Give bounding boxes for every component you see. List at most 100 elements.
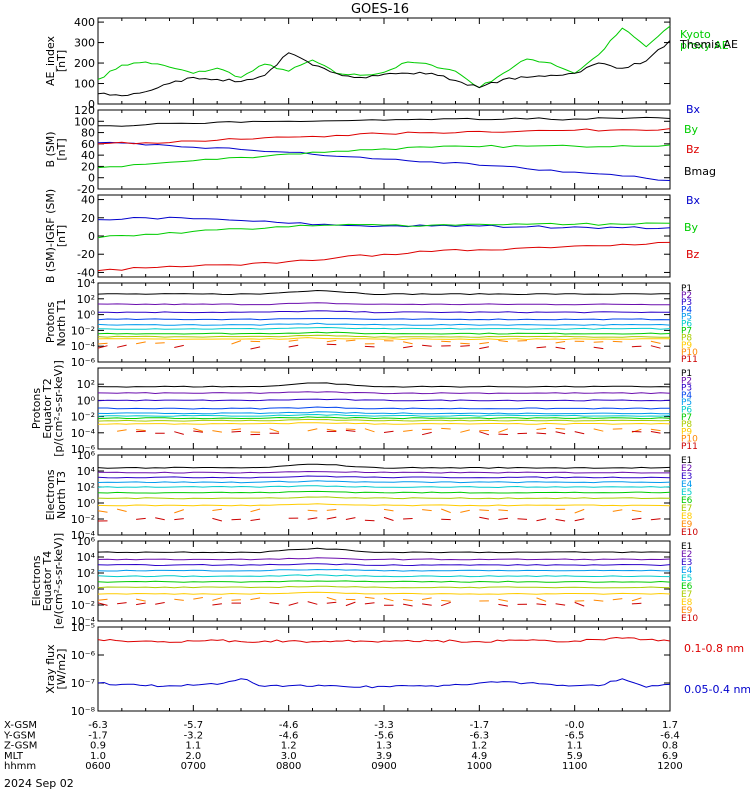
y-tick-label: 10⁻⁴	[71, 615, 96, 628]
legend-label: E7	[681, 504, 692, 514]
ephemeris-value: -0.0	[565, 720, 585, 731]
ephemeris-value: 2.0	[185, 751, 201, 762]
series-segment	[326, 601, 337, 604]
series-segment	[536, 597, 547, 602]
ephemeris-value: 1.0	[90, 751, 106, 762]
series-segment	[403, 345, 413, 349]
series-segment	[422, 509, 432, 512]
series-segment	[574, 518, 585, 522]
series-segment	[212, 597, 223, 601]
y-axis-label: Xray flux[W/m2]	[44, 644, 68, 694]
series-segment	[498, 598, 508, 602]
y-tick-label: 10⁻²	[71, 513, 95, 526]
series-segment	[631, 345, 642, 348]
series-segment	[403, 429, 413, 432]
legend-label: E4	[681, 566, 693, 576]
series-segment	[364, 428, 375, 433]
legend-label: P1	[681, 369, 692, 379]
ephemeris-value: 5.9	[567, 751, 583, 762]
y-axis-label: ProtonsNorth T1	[44, 299, 68, 347]
series-segment	[155, 602, 165, 605]
y-tick-label: 100	[74, 115, 95, 128]
series-segment	[212, 508, 222, 511]
series-segment	[479, 509, 489, 511]
y-tick-label: 10⁻⁴	[71, 529, 96, 542]
series-segment	[422, 344, 432, 347]
series-line	[97, 334, 670, 338]
series-line	[97, 678, 671, 689]
ephemeris-value: -6.3	[470, 730, 490, 741]
y-tick-label: 10⁴	[77, 277, 96, 290]
legend-label: Kyoto proxy AE	[680, 28, 729, 52]
ephemeris-value: 4.9	[471, 751, 487, 762]
series-line	[97, 480, 671, 484]
series-segment	[174, 509, 184, 514]
legend-label: P3	[681, 384, 692, 394]
series-segment	[307, 517, 318, 520]
y-tick-label: 10⁻⁶	[71, 649, 96, 662]
y-tick-label: 10⁰	[77, 309, 96, 322]
series-segment	[479, 346, 489, 350]
series-segment	[422, 603, 432, 606]
series-segment	[479, 431, 490, 436]
legend-label: P4	[681, 305, 692, 315]
ephemeris-row-label: hhmm	[4, 761, 36, 772]
series-segment	[612, 340, 623, 343]
series-segment	[479, 342, 489, 345]
series-segment	[421, 431, 432, 436]
series-line	[97, 289, 671, 296]
series-segment	[345, 601, 356, 607]
ephemeris-row-label: Y-GSM	[3, 730, 36, 741]
series-line	[97, 331, 671, 335]
series-line	[97, 216, 671, 230]
legend-label: P8	[681, 420, 692, 430]
series-segment	[460, 429, 470, 433]
series-segment	[441, 427, 451, 430]
ephemeris-value: 1200	[657, 761, 682, 772]
series-segment	[97, 342, 108, 345]
series-segment	[536, 432, 547, 435]
y-tick-label: -20	[77, 248, 95, 261]
legend-label: P6	[681, 320, 692, 330]
y-tick-label: 10⁰	[77, 497, 96, 510]
series-segment	[193, 428, 204, 432]
series-segment	[135, 598, 146, 602]
series-line	[97, 128, 671, 145]
series-segment	[536, 346, 547, 349]
series-line	[97, 413, 671, 417]
y-tick-label: 300	[74, 37, 95, 50]
series-line	[97, 470, 670, 474]
panel-1: 0 100 200 300 400 AE_index[nT] Kyoto proxy AETh…	[44, 16, 738, 111]
series-segment	[97, 598, 108, 601]
series-segment	[231, 599, 242, 601]
legend-label: E6	[681, 582, 693, 592]
series-line	[98, 310, 671, 314]
series-line	[97, 418, 671, 422]
y-axis-label: B (SM)-IGRF (SM)[nT]	[44, 189, 68, 283]
panel-frame	[97, 540, 671, 622]
series-line	[97, 547, 671, 554]
ephemeris-table: X-GSM -6.3 -5.7 -4.6 -3.3 -1.7 -0.0 1.7 Y-GSM -1.…	[3, 720, 683, 772]
legend-label: E8	[681, 512, 693, 522]
series-line	[97, 141, 671, 181]
y-tick-label: 10⁻²	[71, 411, 95, 424]
series-segment	[326, 516, 337, 520]
legend-label: 0.1-0.8 nm	[684, 642, 744, 655]
series-line	[97, 302, 671, 306]
y-tick-label: 120	[74, 104, 95, 117]
legend-label: P6	[681, 406, 692, 416]
legend-label: Bmag	[684, 165, 716, 178]
series-line	[97, 563, 671, 567]
series-segment	[574, 431, 585, 435]
y-tick-label: 20	[81, 160, 95, 173]
ephemeris-value: 0600	[85, 761, 110, 772]
y-tick-label: 10²	[77, 293, 95, 306]
ephemeris-value: -4.6	[279, 720, 299, 731]
ephemeris-value: 1.1	[567, 741, 583, 752]
series-segment	[269, 602, 280, 605]
series-segment	[574, 601, 585, 607]
series-segment	[593, 341, 604, 343]
series-segment	[403, 599, 413, 602]
